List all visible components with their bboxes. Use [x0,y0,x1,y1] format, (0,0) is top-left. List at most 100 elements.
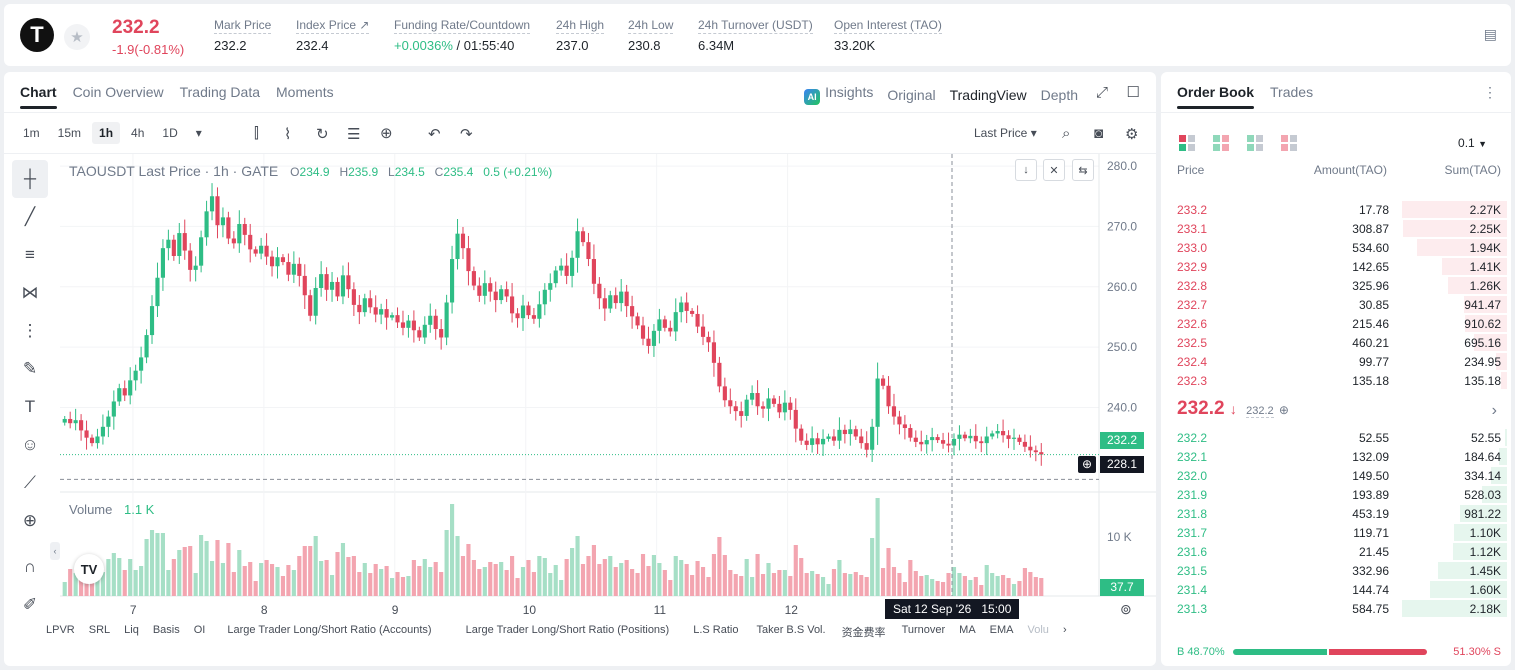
book-icon[interactable]: ▤ [1483,26,1497,42]
ask-row[interactable]: 232.4 99.77 234.95 [1161,352,1511,371]
ask-row[interactable]: 232.6 215.46 910.62 [1161,314,1511,333]
indicator-volume[interactable]: Volu [1027,624,1049,636]
stat-label[interactable]: Mark Price [214,18,272,34]
mark-price-small[interactable]: 232.2 [1246,405,1274,418]
bid-row[interactable]: 232.0 149.50 334.14 [1161,466,1511,485]
collapse-toolbar-icon[interactable]: ‹ [50,542,60,560]
timeframe-1m[interactable]: 1m [23,126,40,140]
indicator-basis[interactable]: Basis [152,624,180,636]
templates-icon[interactable]: ☰ [347,126,361,143]
indicator-ema[interactable]: EMA [989,624,1014,636]
ask-row[interactable]: 232.7 30.85 941.47 [1161,295,1511,314]
bid-row[interactable]: 231.8 453.19 981.22 [1161,504,1511,523]
indicator-taker-vol[interactable]: Taker B.S Vol. [756,624,826,636]
indicator-lt-positions[interactable]: Large Trader Long/Short Ratio (Positions… [465,624,670,636]
ask-row[interactable]: 232.3 135.18 135.18 [1161,371,1511,390]
indicator-liq[interactable]: Liq [124,624,139,636]
bid-row[interactable]: 231.4 144.74 1.60K [1161,580,1511,599]
bid-row[interactable]: 231.5 332.96 1.45K [1161,561,1511,580]
stat-label[interactable]: Index Price ↗ [296,18,370,34]
settings-gear-icon[interactable]: ⚙ [1125,126,1139,143]
magnet-icon[interactable]: ∩ [23,557,37,576]
pattern-icon[interactable]: ⋈ [21,283,39,302]
layout-asks-icon[interactable] [1281,135,1297,151]
indicators-icon[interactable]: ⌇ [284,126,292,143]
tradingview-logo-icon[interactable]: TV [74,554,104,584]
price-type-select[interactable]: Last Price ▾ [974,126,1037,140]
bid-row[interactable]: 232.1 132.09 184.64 [1161,447,1511,466]
horizontal-lines-icon[interactable]: ≡ [25,245,35,264]
tab-coin-overview[interactable]: Coin Overview [72,84,164,100]
pencil-icon[interactable]: ✐ [22,595,38,614]
add-alert-icon[interactable]: ⊕ [1078,456,1096,473]
text-tool-icon[interactable]: T [24,397,36,416]
tab-tradingview[interactable]: TradingView [949,86,1027,103]
ask-row[interactable]: 233.1 308.87 2.25K [1161,219,1511,238]
arrow-down-icon[interactable]: ↓ [1015,159,1037,181]
brush-icon[interactable]: ✎ [22,359,38,378]
bid-row[interactable]: 231.9 193.89 528.03 [1161,485,1511,504]
info-icon[interactable]: ⊕ [1278,403,1289,417]
bid-row[interactable]: 231.3 584.75 2.18K [1161,599,1511,618]
bid-row[interactable]: 231.7 119.71 1.10K [1161,523,1511,542]
volume-bar [215,540,220,596]
ask-row[interactable]: 232.8 325.96 1.26K [1161,276,1511,295]
layout-both-icon[interactable] [1179,135,1195,151]
collapse-icon[interactable]: ✕ [1043,159,1065,181]
ask-row[interactable]: 233.2 17.78 2.27K [1161,200,1511,219]
timeframe-dropdown-icon[interactable]: ▾ [195,126,202,140]
favorite-star-icon[interactable]: ★ [64,24,90,50]
indicator-srl[interactable]: SRL [88,624,111,636]
stat-label[interactable]: Funding Rate/Countdown [394,18,531,34]
crosshair-icon[interactable]: ┼ [12,160,48,198]
stat-label[interactable]: Open Interest (TAO) [834,18,942,34]
expand-icon[interactable]: ⤢ [1095,84,1108,101]
layout-bids-icon[interactable] [1247,135,1263,151]
bid-row[interactable]: 232.2 52.55 52.55 [1161,428,1511,447]
chart-settings-icon[interactable]: ⊚ [1120,601,1132,617]
refresh-icon[interactable]: ↻ [316,126,329,143]
layout-both-alt-icon[interactable] [1213,135,1229,151]
indicator-lpvr[interactable]: LPVR [46,624,75,636]
candlestick-chart[interactable]: 280.0 270.0 260.0 250.0 240.0 7 8 9 10 11 12 [4,72,1156,666]
precision-select[interactable]: 0.1 ▼ [1458,136,1487,150]
tab-trading-data[interactable]: Trading Data [179,84,261,100]
zoom-in-icon[interactable]: ⊕ [22,511,38,530]
candle-type-icon[interactable]: ⫿ [254,125,259,142]
indicator-oi[interactable]: OI [193,624,206,636]
indicator-ma[interactable]: MA [959,624,976,636]
tab-depth[interactable]: Depth [1040,86,1078,103]
ask-row[interactable]: 232.5 460.21 695.16 [1161,333,1511,352]
tab-order-book[interactable]: Order Book [1177,84,1255,109]
fib-icon[interactable]: ⋮ [21,321,39,340]
tab-original[interactable]: Original [887,86,936,103]
tab-trades[interactable]: Trades [1270,84,1314,100]
ruler-icon[interactable]: ⟋ [24,473,36,492]
add-icon[interactable]: ⊕ [380,125,393,142]
camera-icon[interactable]: ◙ [1094,125,1104,142]
chevron-right-icon[interactable]: › [1062,624,1067,636]
indicator-ls-ratio[interactable]: L.S Ratio [693,624,739,636]
tab-chart[interactable]: Chart [20,84,57,109]
emoji-icon[interactable]: ☺ [21,435,39,454]
timeframe-15m[interactable]: 15m [57,126,82,140]
fullscreen-icon[interactable]: ☐ [1126,84,1140,101]
search-icon[interactable]: ⌕ [1062,125,1071,142]
trend-line-icon[interactable]: ╱ [24,207,36,226]
timeframe-1d[interactable]: 1D [162,126,178,140]
ask-row[interactable]: 233.0 534.60 1.94K [1161,238,1511,257]
bid-row[interactable]: 231.6 21.45 1.12K [1161,542,1511,561]
more-options-icon[interactable]: ⋮ [1483,84,1497,100]
ask-row[interactable]: 232.9 142.65 1.41K [1161,257,1511,276]
chevron-right-icon[interactable]: › [1491,402,1497,419]
indicator-turnover[interactable]: Turnover [901,624,946,636]
indicator-lt-accounts[interactable]: Large Trader Long/Short Ratio (Accounts) [227,624,432,636]
redo-icon[interactable]: ↷ [460,126,473,143]
tab-insights[interactable]: AI Insights [804,84,873,105]
swap-icon[interactable]: ⇆ [1072,159,1094,181]
tab-moments[interactable]: Moments [276,84,334,100]
indicator-funding-rate[interactable]: 资金费率 [841,627,886,639]
undo-icon[interactable]: ↶ [428,126,441,143]
timeframe-1h[interactable]: 1h [92,122,121,144]
timeframe-4h[interactable]: 4h [131,126,145,140]
